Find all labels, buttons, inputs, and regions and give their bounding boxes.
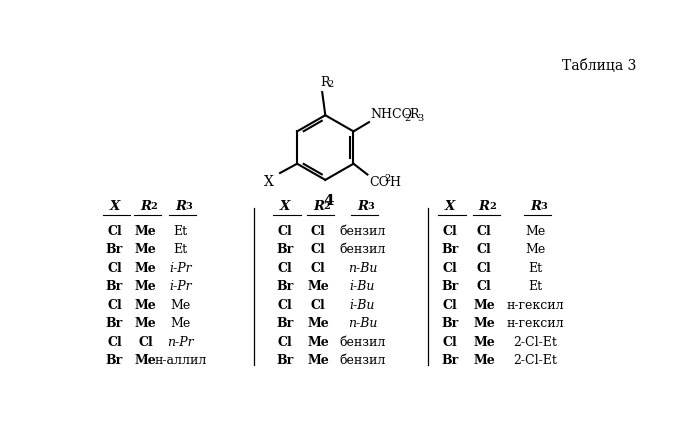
- Text: Cl: Cl: [477, 225, 491, 238]
- Text: Таблица 3: Таблица 3: [562, 59, 636, 73]
- Text: Me: Me: [135, 299, 157, 312]
- Text: X: X: [445, 200, 455, 213]
- Text: 2-Cl-Et: 2-Cl-Et: [513, 336, 557, 349]
- Text: R: R: [175, 200, 186, 213]
- Text: n-Bu: n-Bu: [348, 262, 377, 275]
- Text: i-Bu: i-Bu: [350, 280, 375, 293]
- Text: Cl: Cl: [477, 243, 491, 256]
- Text: Br: Br: [276, 317, 294, 330]
- Text: Me: Me: [135, 225, 157, 238]
- Text: Br: Br: [442, 243, 459, 256]
- Text: X: X: [264, 174, 274, 188]
- Text: 2: 2: [405, 114, 411, 123]
- Text: Me: Me: [135, 354, 157, 367]
- Text: Me: Me: [473, 354, 495, 367]
- Text: Me: Me: [473, 336, 495, 349]
- Text: Br: Br: [442, 280, 459, 293]
- Text: i-Pr: i-Pr: [169, 262, 192, 275]
- Text: 3: 3: [417, 114, 424, 123]
- Text: Me: Me: [473, 317, 495, 330]
- Text: бензил: бензил: [339, 243, 386, 256]
- Text: Me: Me: [525, 243, 545, 256]
- Text: н-аллил: н-аллил: [154, 354, 207, 367]
- Text: R: R: [140, 200, 151, 213]
- Text: Me: Me: [171, 299, 191, 312]
- Text: Et: Et: [528, 280, 542, 293]
- Text: Cl: Cl: [278, 225, 292, 238]
- Text: Cl: Cl: [107, 225, 122, 238]
- Text: Cl: Cl: [311, 299, 326, 312]
- Text: R: R: [321, 76, 330, 89]
- Text: Br: Br: [106, 317, 123, 330]
- Text: Cl: Cl: [311, 225, 326, 238]
- Text: Cl: Cl: [442, 336, 457, 349]
- Text: Br: Br: [106, 280, 123, 293]
- Text: Cl: Cl: [442, 225, 457, 238]
- Text: Me: Me: [135, 262, 157, 275]
- Text: Me: Me: [473, 299, 495, 312]
- Text: R: R: [479, 200, 490, 213]
- Text: Me: Me: [135, 280, 157, 293]
- Text: 2: 2: [150, 203, 157, 211]
- Text: Cl: Cl: [477, 280, 491, 293]
- Text: Cl: Cl: [477, 262, 491, 275]
- Text: Cl: Cl: [107, 299, 122, 312]
- Text: н-гексил: н-гексил: [507, 299, 564, 312]
- Text: бензил: бензил: [339, 354, 386, 367]
- Text: NHCO: NHCO: [370, 108, 412, 121]
- Text: Br: Br: [276, 354, 294, 367]
- Text: n-Bu: n-Bu: [348, 317, 377, 330]
- Text: R: R: [530, 200, 541, 213]
- Text: Cl: Cl: [278, 262, 292, 275]
- Text: Me: Me: [308, 317, 329, 330]
- Text: Cl: Cl: [138, 336, 153, 349]
- Text: Me: Me: [171, 317, 191, 330]
- Text: Me: Me: [308, 280, 329, 293]
- Text: X: X: [280, 200, 290, 213]
- Text: Cl: Cl: [107, 336, 122, 349]
- Text: Me: Me: [308, 336, 329, 349]
- Text: 4: 4: [324, 194, 335, 208]
- Text: Cl: Cl: [107, 262, 122, 275]
- Text: H: H: [389, 176, 400, 189]
- Text: R: R: [313, 200, 324, 213]
- Text: Br: Br: [276, 243, 294, 256]
- Text: бензил: бензил: [339, 336, 386, 349]
- Text: Me: Me: [135, 317, 157, 330]
- Text: Cl: Cl: [278, 336, 292, 349]
- Text: Br: Br: [106, 243, 123, 256]
- Text: 3: 3: [367, 203, 374, 211]
- Text: 2: 2: [489, 203, 496, 211]
- Text: i-Pr: i-Pr: [169, 280, 192, 293]
- Text: Cl: Cl: [278, 299, 292, 312]
- Text: Et: Et: [528, 262, 542, 275]
- Text: Cl: Cl: [442, 262, 457, 275]
- Text: Me: Me: [135, 243, 157, 256]
- Text: 2: 2: [323, 203, 330, 211]
- Text: бензил: бензил: [339, 225, 386, 238]
- Text: Me: Me: [525, 225, 545, 238]
- Text: Cl: Cl: [442, 299, 457, 312]
- Text: н-гексил: н-гексил: [507, 317, 564, 330]
- Text: Et: Et: [173, 243, 187, 256]
- Text: 3: 3: [540, 203, 547, 211]
- Text: 2: 2: [328, 80, 334, 89]
- Text: 2-Cl-Et: 2-Cl-Et: [513, 354, 557, 367]
- Text: Br: Br: [106, 354, 123, 367]
- Text: Cl: Cl: [311, 243, 326, 256]
- Text: R: R: [410, 108, 419, 121]
- Text: Br: Br: [442, 317, 459, 330]
- Text: Cl: Cl: [311, 262, 326, 275]
- Text: n-Pr: n-Pr: [167, 336, 194, 349]
- Text: R: R: [357, 200, 368, 213]
- Text: CO: CO: [369, 176, 389, 189]
- Text: Br: Br: [276, 280, 294, 293]
- Text: Br: Br: [442, 354, 459, 367]
- Text: Me: Me: [308, 354, 329, 367]
- Text: 2: 2: [384, 174, 391, 183]
- Text: i-Bu: i-Bu: [350, 299, 375, 312]
- Text: X: X: [109, 200, 120, 213]
- Text: Et: Et: [173, 225, 187, 238]
- Text: 3: 3: [185, 203, 192, 211]
